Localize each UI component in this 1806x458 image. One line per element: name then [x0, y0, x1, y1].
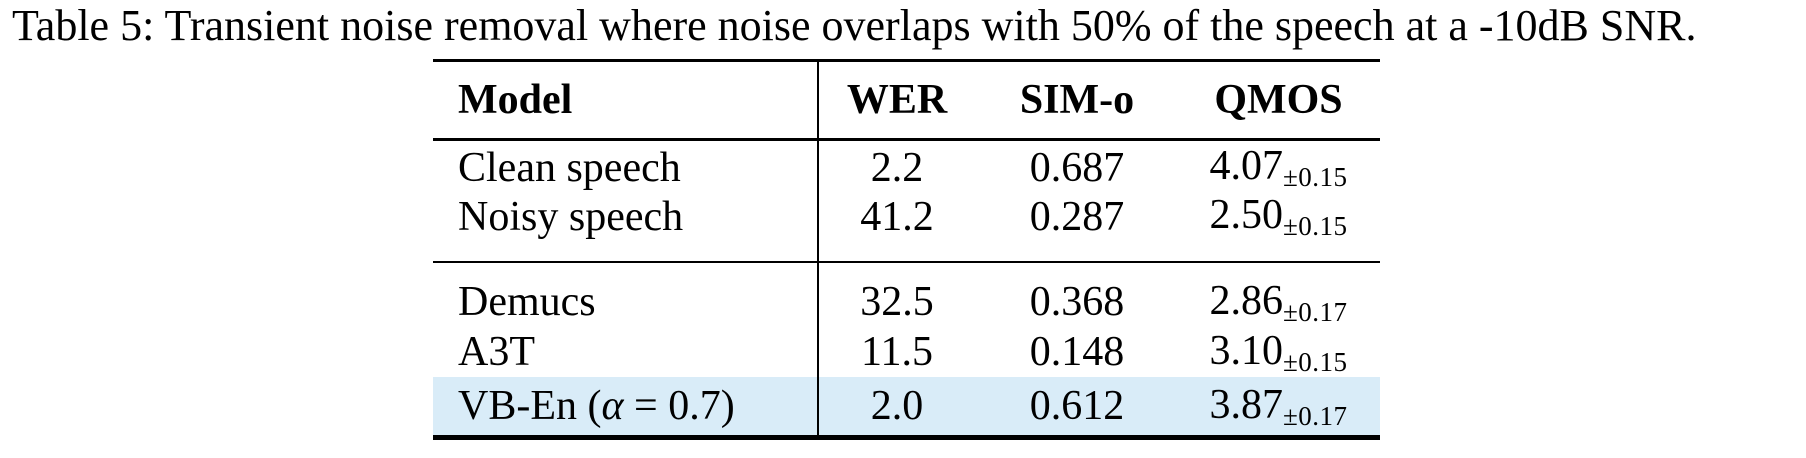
wer-cell: 41.2 — [860, 193, 934, 240]
qmos-cell: 2.86±0.17 — [1177, 277, 1380, 328]
model-alpha: α — [601, 383, 624, 429]
column-divider-line — [817, 62, 819, 435]
table-header-row: Model WER SIM-o QMOS — [433, 62, 1380, 138]
qmos-mean: 4.07 — [1209, 143, 1283, 189]
table-row-a3t: A3T 11.5 0.148 3.10±0.15 — [433, 327, 1380, 377]
reference-rows-group: Clean speech 2.2 0.687 4.07±0.15 Noisy s… — [433, 141, 1380, 261]
wer-cell: 11.5 — [861, 329, 933, 375]
table-caption: Table 5: Transient noise removal where n… — [12, 1, 1697, 50]
sim-o-cell: 0.612 — [1029, 383, 1125, 429]
model-cell: Demucs — [433, 278, 817, 326]
wer-cell: 32.5 — [860, 279, 934, 325]
header-wer: WER — [846, 77, 948, 123]
model-name: Clean speech — [458, 144, 681, 191]
model-name: VB-En ( — [458, 383, 602, 429]
table-row-vb-en-highlighted: VB-En (α = 0.7) 2.0 0.612 3.87±0.17 — [433, 377, 1380, 435]
qmos-stddev: ±0.17 — [1282, 400, 1348, 431]
qmos-mean: 2.50 — [1209, 192, 1283, 238]
table-row-noisy-speech: Noisy speech 41.2 0.287 2.50±0.15 — [433, 192, 1380, 241]
qmos-stddev: ±0.15 — [1282, 211, 1348, 241]
sim-o-cell: 0.148 — [1029, 329, 1125, 375]
wer-cell: 2.2 — [870, 144, 924, 191]
qmos-stddev: ±0.17 — [1282, 296, 1348, 327]
qmos-stddev: ±0.15 — [1282, 162, 1348, 192]
qmos-mean: 2.86 — [1209, 277, 1283, 324]
table-row-clean-speech: Clean speech 2.2 0.687 4.07±0.15 — [433, 143, 1380, 192]
qmos-cell: 2.50±0.15 — [1177, 191, 1380, 242]
header-model: Model — [458, 77, 573, 123]
results-table: Model WER SIM-o QMOS Clean speech 2.2 0.… — [433, 59, 1380, 440]
model-rows-group: Demucs 32.5 0.368 2.86±0.17 A3T 11.5 0.1… — [433, 263, 1380, 435]
table-header-rule — [433, 138, 1380, 141]
header-qmos: QMOS — [1214, 77, 1343, 123]
qmos-mean: 3.87 — [1209, 381, 1283, 428]
table-top-rule — [433, 59, 1380, 62]
model-cell: VB-En (α = 0.7) — [433, 382, 817, 430]
model-name: Noisy speech — [458, 193, 684, 240]
table-bottom-rule — [433, 435, 1380, 440]
qmos-cell: 4.07±0.15 — [1177, 142, 1380, 193]
model-name: A3T — [458, 329, 535, 375]
qmos-cell: 3.10±0.15 — [1177, 327, 1380, 378]
sim-o-cell: 0.287 — [1029, 193, 1125, 240]
sim-o-cell: 0.687 — [1029, 144, 1125, 191]
sim-o-cell: 0.368 — [1029, 279, 1125, 325]
model-name: Demucs — [458, 279, 596, 325]
wer-cell: 2.0 — [870, 383, 924, 429]
model-cell: Clean speech — [433, 144, 817, 192]
model-suffix: = 0.7) — [623, 383, 735, 429]
model-cell: A3T — [433, 328, 817, 376]
model-cell: Noisy speech — [433, 193, 817, 241]
header-sim-o: SIM-o — [1019, 77, 1135, 123]
table-row-demucs: Demucs 32.5 0.368 2.86±0.17 — [433, 277, 1380, 327]
qmos-stddev: ±0.15 — [1282, 346, 1348, 377]
table-mid-rule — [433, 261, 1380, 263]
qmos-cell: 3.87±0.17 — [1177, 381, 1380, 432]
qmos-mean: 3.10 — [1209, 327, 1283, 374]
